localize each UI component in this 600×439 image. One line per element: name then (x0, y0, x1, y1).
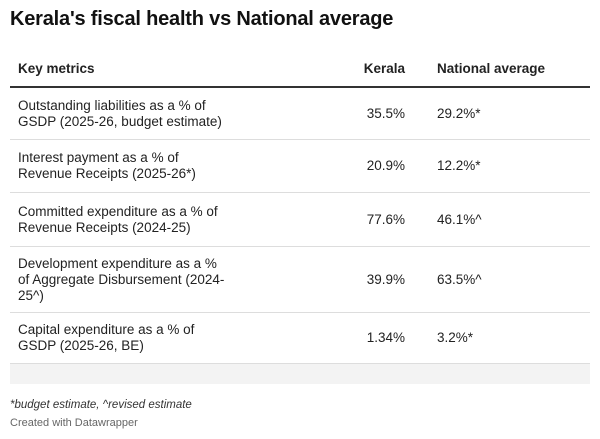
column-header: Kerala (363, 61, 405, 76)
table-row: Interest payment as a % of Revenue Recei… (10, 140, 590, 193)
table-row: Committed expenditure as a % of Revenue … (10, 193, 590, 247)
header-row: Key metrics Kerala National average (10, 52, 590, 88)
value-cell: 77.6% (366, 211, 405, 227)
table: Key metrics Kerala National average Outs… (10, 52, 590, 384)
table-row: Capital expenditure as a % of GSDP (2025… (10, 313, 590, 364)
value-cell: 3.2%* (437, 330, 474, 345)
table-footer-band (10, 364, 590, 384)
value-cell: 1.34% (366, 330, 405, 345)
value-cell: 46.1%^ (437, 211, 482, 227)
table-row: Development expenditure as a % of Aggreg… (10, 247, 590, 313)
metric-cell: Outstanding liabilities as a % of GSDP (… (18, 97, 222, 129)
credit: Created with Datawrapper (10, 417, 138, 429)
table-body: Outstanding liabilities as a % of GSDP (… (10, 88, 590, 364)
value-cell: 39.9% (366, 271, 405, 287)
column-header: Key metrics (18, 61, 95, 76)
metric-cell: Capital expenditure as a % of GSDP (2025… (18, 322, 195, 353)
value-cell: 20.9% (366, 158, 405, 173)
value-cell: 12.2%* (437, 158, 481, 173)
value-cell: 29.2%* (437, 105, 481, 121)
metric-cell: Development expenditure as a % of Aggreg… (18, 255, 225, 303)
column-header: National average (437, 61, 546, 76)
table-row: Outstanding liabilities as a % of GSDP (… (10, 88, 590, 140)
value-cell: 35.5% (366, 105, 405, 121)
metric-cell: Committed expenditure as a % of Revenue … (18, 203, 218, 235)
value-cell: 63.5%^ (437, 271, 482, 287)
title: Kerala's fiscal health vs National avera… (10, 8, 394, 30)
footnote: *budget estimate, ^revised estimate (10, 399, 192, 411)
metric-cell: Interest payment as a % of Revenue Recei… (18, 150, 196, 181)
